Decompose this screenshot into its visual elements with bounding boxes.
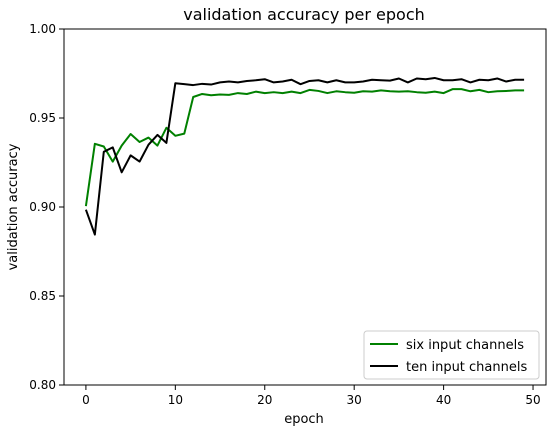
legend-box [363, 330, 540, 380]
y-tick-label: 0.85 [29, 289, 56, 303]
series-line-ten-input-channels [84, 76, 525, 236]
y-tick-label: 0.90 [29, 200, 56, 214]
y-tick-label: 0.95 [29, 111, 56, 125]
y-axis-ticks: 0.80 0.85 0.90 0.95 1.00 [29, 22, 64, 392]
x-tick-label: 30 [347, 393, 362, 407]
y-tick-label: 1.00 [29, 22, 56, 36]
x-tick-label: 0 [82, 393, 90, 407]
x-tick-label: 10 [168, 393, 183, 407]
series-line-six-input-channels [84, 88, 525, 207]
x-tick-label: 40 [436, 393, 451, 407]
series-lines [84, 76, 525, 236]
legend: six input channels ten input channels [363, 330, 540, 380]
legend-label-six-input-channels: six input channels [406, 338, 524, 353]
legend-label-ten-input-channels: ten input channels [406, 360, 527, 375]
chart-title: validation accuracy per epoch [183, 5, 425, 24]
x-tick-label: 50 [525, 393, 540, 407]
x-axis-label: epoch [284, 412, 324, 427]
x-tick-label: 20 [257, 393, 272, 407]
x-axis-ticks: 0 10 20 30 40 50 [82, 385, 541, 407]
y-tick-label: 0.80 [29, 378, 56, 392]
y-axis-label: validation accuracy [6, 143, 21, 270]
